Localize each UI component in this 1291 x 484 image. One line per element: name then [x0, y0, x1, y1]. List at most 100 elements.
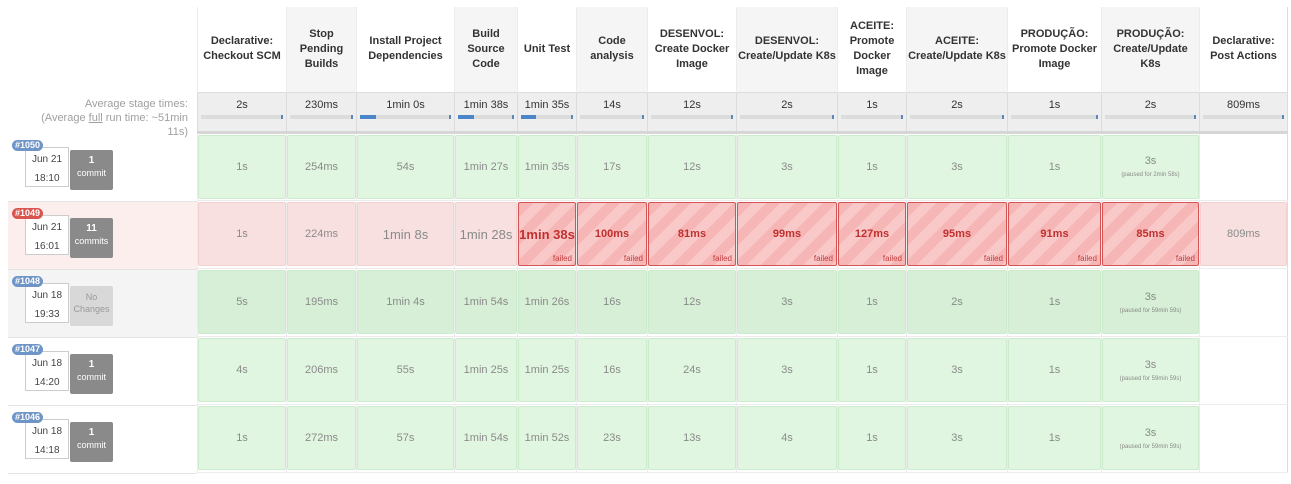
stage-cell[interactable]: 3s (paused for 2min 58s) [1102, 134, 1199, 199]
full-run-time-link[interactable]: full [88, 112, 103, 124]
stage-cell[interactable]: 1s [838, 270, 906, 334]
stage-cell[interactable]: 12s [648, 134, 736, 199]
stage-cell[interactable]: 809ms [1200, 202, 1287, 266]
stage-cell[interactable]: 4s [737, 406, 837, 470]
stage-header: Declarative: Post Actions [1199, 7, 1288, 92]
stage-cell-wrapper [1199, 132, 1288, 201]
stage-cell[interactable]: 99ms failed [737, 202, 837, 266]
stage-cell[interactable]: 1min 25s [455, 338, 517, 402]
build-date-time: 18:10 [34, 173, 60, 184]
stage-cell[interactable]: 1min 52s [518, 406, 576, 470]
stage-cell[interactable]: 224ms [287, 202, 356, 266]
build-row[interactable]: #1048 Jun 18 19:33 No Changes [8, 270, 197, 338]
stage-cell[interactable]: 23s [577, 406, 647, 470]
build-commits-badge[interactable]: 1 commit [70, 354, 113, 394]
stage-cell[interactable]: 55s [357, 338, 454, 402]
stage-cell[interactable]: 3s (paused for 59min 59s) [1102, 338, 1199, 402]
stage-cell[interactable]: 17s [577, 134, 647, 199]
stage-cell[interactable]: 1min 28s [455, 202, 517, 266]
stage-cell[interactable]: 3s (paused for 59min 59s) [1102, 406, 1199, 470]
stage-cell[interactable]: 1s [1008, 406, 1101, 470]
build-commits-badge[interactable]: No Changes [70, 286, 113, 326]
stage-cell[interactable]: 57s [357, 406, 454, 470]
stage-cell[interactable]: 100ms failed [577, 202, 647, 266]
stage-cell[interactable]: 195ms [287, 270, 356, 334]
stage-cell[interactable]: 1min 25s [518, 338, 576, 402]
stage-cell[interactable]: 1min 8s [357, 202, 454, 266]
stage-cell[interactable]: 16s [577, 338, 647, 402]
stage-cell[interactable]: 1min 38s failed [518, 202, 576, 266]
stage-cell[interactable]: 272ms [287, 406, 356, 470]
stage-cell[interactable]: 4s [198, 338, 286, 402]
stage-cell[interactable]: 5s [198, 270, 286, 334]
average-time-value: 2s [781, 98, 793, 111]
stage-cell[interactable]: 254ms [287, 134, 356, 199]
stage-cell[interactable]: 95ms failed [907, 202, 1007, 266]
stage-cell[interactable]: 1min 4s [357, 270, 454, 334]
stage-cell[interactable]: 1min 54s [455, 270, 517, 334]
stage-cell[interactable]: 1s [198, 134, 286, 199]
build-number-badge[interactable]: #1047 [12, 344, 44, 355]
stage-cell[interactable]: 1s [838, 406, 906, 470]
paused-note: (paused for 59min 59s) [1119, 443, 1182, 450]
failed-label: failed [813, 254, 833, 263]
build-row[interactable]: #1050 Jun 21 18:10 1 commit [8, 134, 197, 202]
stage-cell[interactable]: 24s [648, 338, 736, 402]
stage-cell-wrapper: 12s [647, 268, 737, 337]
stage-cell[interactable]: 1s [198, 406, 286, 470]
average-time-bar-marker [642, 114, 644, 119]
stage-cell[interactable]: 1s [838, 338, 906, 402]
stage-cell-wrapper: 1s [197, 200, 287, 269]
stage-cell[interactable]: 3s [737, 270, 837, 334]
stage-cell[interactable]: 3s [737, 338, 837, 402]
build-number-badge[interactable]: #1048 [12, 276, 44, 287]
stage-cell[interactable]: 16s [577, 270, 647, 334]
stage-cell[interactable]: 1min 35s [518, 134, 576, 199]
build-row[interactable]: #1047 Jun 18 14:20 1 commit [8, 338, 197, 406]
stage-cell[interactable]: 12s [648, 270, 736, 334]
stage-cell[interactable]: 3s [907, 338, 1007, 402]
build-number-badge[interactable]: #1046 [12, 412, 44, 423]
stage-cell[interactable]: 3s (paused for 59min 59s) [1102, 270, 1199, 334]
stage-header: Code analysis [576, 7, 648, 92]
stage-cell-wrapper: 5s [197, 268, 287, 337]
stage-cell[interactable]: 1s [1008, 338, 1101, 402]
stage-cell[interactable]: 1s [1008, 270, 1101, 334]
build-date: Jun 18 14:18 [25, 419, 69, 459]
stage-cell[interactable]: 1s [838, 134, 906, 199]
stage-cell[interactable]: 91ms failed [1008, 202, 1101, 266]
build-commits-badge[interactable]: 1 commit [70, 422, 113, 462]
stage-cell[interactable]: 127ms failed [838, 202, 906, 266]
stage-cell-wrapper: 224ms [286, 200, 357, 269]
stage-duration: 3s [781, 160, 793, 173]
stage-cell[interactable]: 1min 27s [455, 134, 517, 199]
build-row[interactable]: #1046 Jun 18 14:18 1 commit [8, 406, 197, 474]
stage-duration: 1min 4s [386, 296, 425, 308]
stage-cell[interactable]: 1s [1008, 134, 1101, 199]
build-row[interactable]: #1049 Jun 21 16:01 11 commits [8, 202, 197, 270]
stage-cell-wrapper: 1s [1007, 268, 1102, 337]
stage-cell[interactable]: 3s [907, 406, 1007, 470]
stage-cell[interactable]: 3s [907, 134, 1007, 199]
stage-cell[interactable]: 206ms [287, 338, 356, 402]
stage-cell-wrapper: 24s [647, 336, 737, 405]
build-number-badge[interactable]: #1050 [12, 140, 44, 151]
stage-duration: 12s [683, 160, 701, 173]
stage-duration: 85ms [1136, 228, 1165, 240]
stage-cell[interactable]: 3s [737, 134, 837, 199]
stage-cell[interactable]: 85ms failed [1102, 202, 1199, 266]
stage-cell[interactable]: 1s [198, 202, 286, 266]
build-commits-badge[interactable]: 11 commits [70, 218, 113, 258]
stage-cell[interactable]: 1min 54s [455, 406, 517, 470]
build-commits-badge[interactable]: 1 commit [70, 150, 113, 190]
stage-duration: 1s [1048, 160, 1061, 173]
stage-cell-wrapper: 1min 52s [517, 404, 577, 473]
stage-cell[interactable]: 54s [357, 134, 454, 199]
stage-cell[interactable]: 13s [648, 406, 736, 470]
build-number-badge[interactable]: #1049 [12, 208, 44, 219]
average-time-bar [1011, 114, 1098, 119]
stage-cell[interactable]: 81ms failed [648, 202, 736, 266]
average-time-bar [521, 114, 573, 119]
stage-cell[interactable]: 2s [907, 270, 1007, 334]
stage-cell[interactable]: 1min 26s [518, 270, 576, 334]
